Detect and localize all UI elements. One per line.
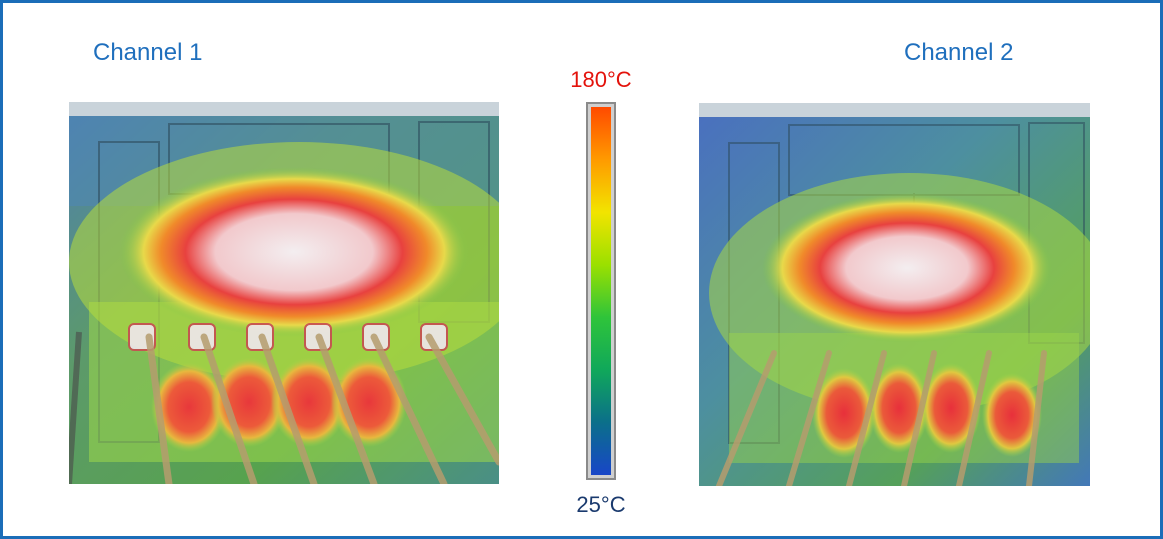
thermal-image-icon xyxy=(699,103,1090,486)
channel-2-title: Channel 2 xyxy=(904,39,1014,66)
channel-1-title: Channel 1 xyxy=(93,39,203,66)
thermal-image-icon xyxy=(69,102,499,484)
scale-max-label: 180°C xyxy=(570,67,632,92)
channel-1-thermal-image xyxy=(69,102,499,484)
channel-2-thermal-image xyxy=(699,103,1090,486)
colorbar-gradient xyxy=(591,107,611,475)
temperature-colorbar xyxy=(586,102,616,480)
scale-min-label: 25°C xyxy=(576,492,626,517)
